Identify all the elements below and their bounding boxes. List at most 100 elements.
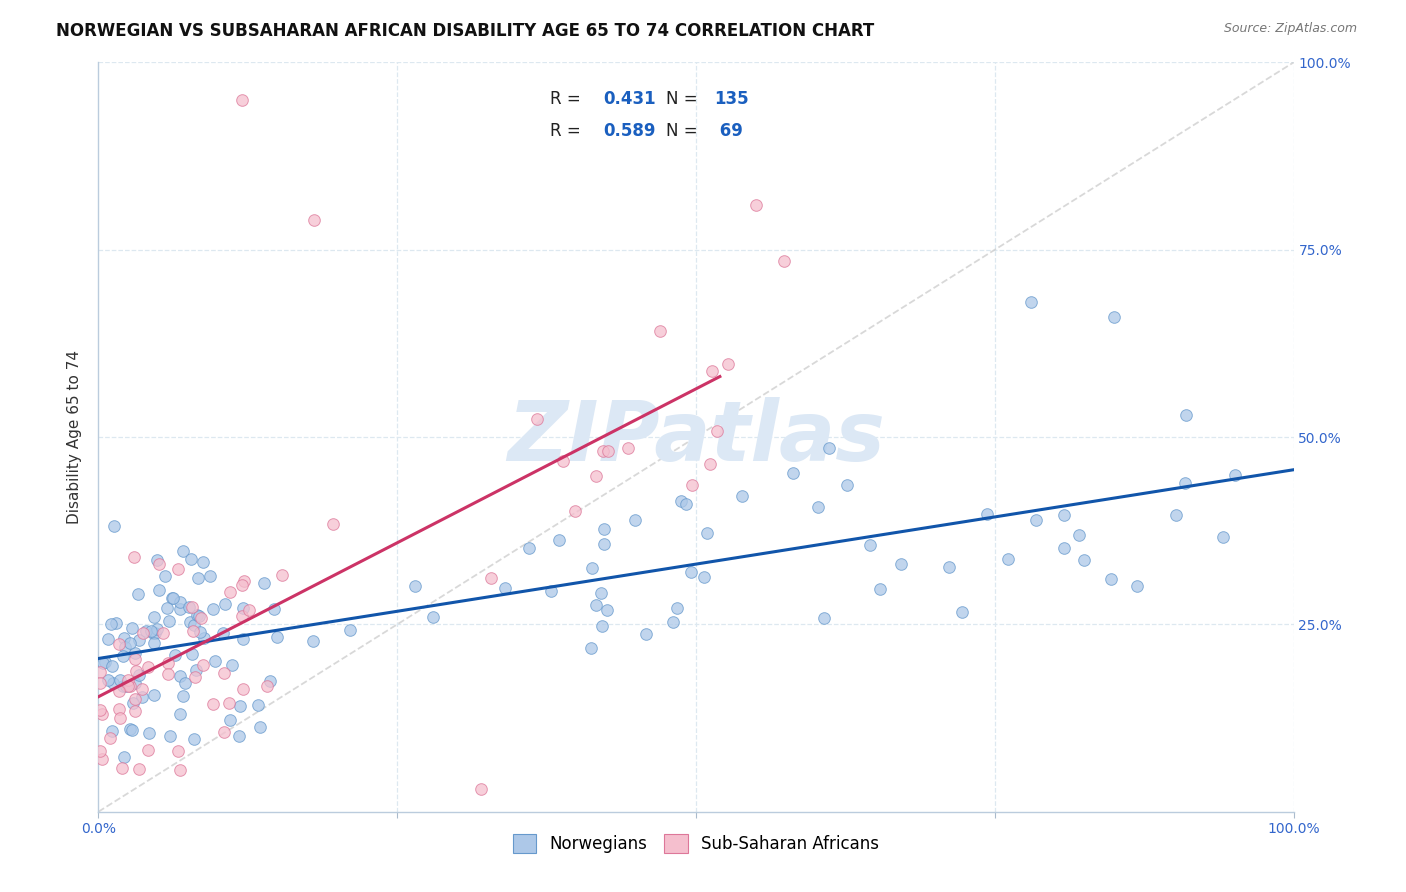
Point	[1175, 408, 1198, 422]
Point	[212, 725, 235, 739]
Point	[152, 626, 174, 640]
Point	[585, 468, 607, 483]
Text: 0.589: 0.589	[603, 122, 655, 140]
Point	[592, 522, 614, 536]
Point	[773, 254, 796, 268]
Point	[156, 601, 179, 615]
Point	[218, 696, 240, 710]
Point	[89, 703, 111, 717]
Point	[322, 517, 344, 532]
Point	[950, 605, 973, 619]
Point	[204, 653, 226, 667]
Text: Source: ZipAtlas.com: Source: ZipAtlas.com	[1223, 22, 1357, 36]
Point	[124, 646, 146, 660]
Point	[221, 657, 243, 672]
Point	[675, 497, 697, 511]
Point	[128, 633, 150, 648]
Point	[266, 630, 288, 644]
Point	[422, 610, 444, 624]
Point	[118, 679, 141, 693]
Point	[818, 442, 841, 456]
Point	[1174, 476, 1197, 491]
Point	[110, 673, 132, 687]
Point	[598, 444, 620, 458]
Point	[564, 503, 586, 517]
Point	[148, 557, 170, 571]
Point	[136, 659, 159, 673]
Point	[179, 599, 201, 614]
Point	[517, 541, 540, 556]
Point	[145, 553, 167, 567]
Point	[111, 648, 134, 663]
Point	[165, 648, 187, 662]
Point	[526, 412, 548, 426]
Point	[159, 729, 181, 743]
Point	[219, 714, 242, 728]
Point	[231, 608, 253, 623]
Point	[591, 619, 613, 633]
Point	[148, 582, 170, 597]
Text: 69: 69	[714, 122, 742, 140]
Point	[669, 494, 692, 508]
Point	[89, 665, 111, 679]
Point	[1166, 508, 1188, 522]
Point	[1125, 579, 1147, 593]
Point	[211, 626, 233, 640]
Point	[479, 571, 502, 585]
Point	[198, 569, 221, 583]
Point	[1053, 508, 1076, 523]
Point	[167, 562, 190, 576]
Point	[232, 574, 254, 589]
Point	[157, 614, 180, 628]
Point	[249, 720, 271, 734]
Point	[156, 667, 179, 681]
Point	[169, 602, 191, 616]
Text: N =: N =	[666, 90, 703, 108]
Point	[589, 586, 612, 600]
Point	[131, 681, 153, 696]
Point	[579, 641, 602, 656]
Point	[118, 722, 141, 736]
Point	[339, 624, 361, 638]
Text: 0.431: 0.431	[603, 90, 655, 108]
Point	[890, 557, 912, 571]
Text: R =: R =	[550, 90, 586, 108]
Point	[807, 500, 830, 514]
Point	[172, 544, 194, 558]
Point	[494, 582, 516, 596]
Point	[98, 731, 121, 745]
Point	[108, 711, 131, 725]
Point	[592, 443, 614, 458]
Point	[263, 602, 285, 616]
Point	[132, 626, 155, 640]
Point	[143, 688, 166, 702]
Point	[859, 538, 882, 552]
Point	[976, 508, 998, 522]
Point	[112, 750, 135, 764]
Point	[135, 624, 157, 639]
Point	[181, 624, 204, 639]
Point	[717, 357, 740, 371]
Point	[193, 631, 215, 645]
Point	[232, 632, 254, 647]
Point	[89, 744, 111, 758]
Point	[1099, 572, 1122, 586]
Point	[167, 744, 190, 758]
Point	[146, 622, 169, 636]
Point	[229, 698, 252, 713]
Point	[107, 702, 129, 716]
Point	[118, 636, 141, 650]
Point	[1053, 541, 1076, 556]
Point	[142, 625, 165, 640]
Point	[184, 670, 207, 684]
Point	[143, 610, 166, 624]
Point	[191, 555, 214, 569]
Point	[681, 566, 703, 580]
Point	[623, 513, 645, 527]
Point	[593, 537, 616, 551]
Point	[1019, 295, 1042, 310]
Point	[648, 324, 671, 338]
Point	[835, 477, 858, 491]
Point	[172, 689, 194, 703]
Point	[89, 676, 111, 690]
